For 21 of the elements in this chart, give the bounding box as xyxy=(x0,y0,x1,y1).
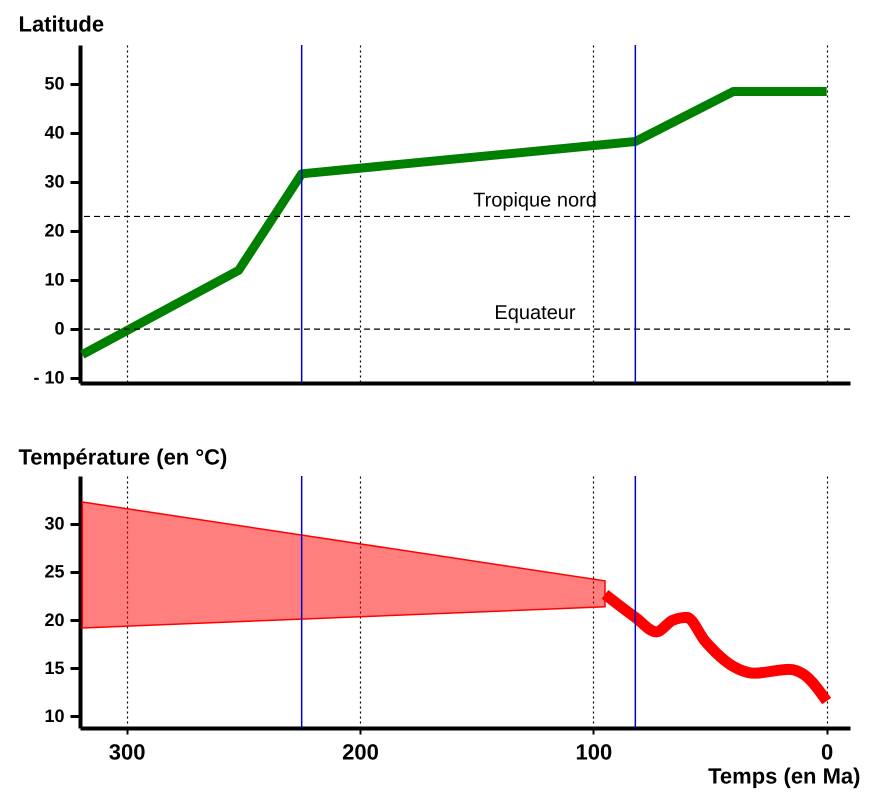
y-tick-label: 0 xyxy=(54,318,64,339)
y-tick-label: 25 xyxy=(44,562,64,582)
x-tick-label: 200 xyxy=(342,740,379,764)
y-tick-label: 10 xyxy=(44,270,64,290)
y-axis-title: Température (en °C) xyxy=(18,444,228,470)
x-tick-label: 300 xyxy=(108,740,146,764)
x-tick-label: 0 xyxy=(821,740,834,764)
y-tick-label: - 10 xyxy=(33,368,64,388)
ref-line-label: Equateur xyxy=(494,302,576,324)
y-tick-label: 20 xyxy=(44,220,64,241)
y-tick-label: 20 xyxy=(44,610,64,630)
y-axis-title: Latitude xyxy=(18,12,104,36)
x-axis-title: Temps (en Ma) xyxy=(708,764,860,788)
y-tick-label: 40 xyxy=(44,122,64,143)
x-tick-label: 100 xyxy=(575,740,612,764)
y-tick-label: 10 xyxy=(44,706,64,726)
y-tick-label: 30 xyxy=(44,172,64,192)
y-tick-label: 30 xyxy=(44,514,64,534)
y-tick-label: 15 xyxy=(44,658,64,678)
y-tick-label: 50 xyxy=(44,74,64,94)
ref-line-label: Tropique nord xyxy=(473,189,597,212)
